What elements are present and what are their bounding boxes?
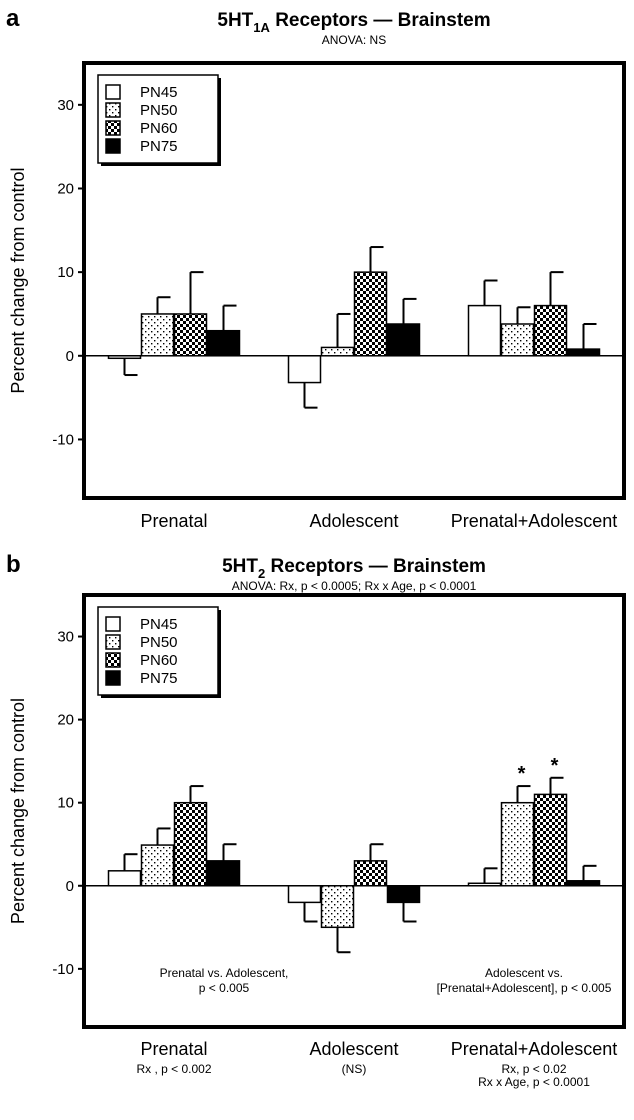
bar-PN50 bbox=[140, 313, 175, 357]
chart-subtitle: ANOVA: NS bbox=[322, 33, 386, 47]
y-tick-label: 0 bbox=[66, 878, 74, 895]
legend-label: PN75 bbox=[140, 670, 178, 687]
bar-PN60 bbox=[173, 801, 208, 887]
annotation-text: Prenatal vs. Adolescent, bbox=[160, 966, 289, 980]
category-label: Adolescent bbox=[309, 1039, 398, 1059]
legend-swatch-PN75 bbox=[105, 138, 121, 154]
legend-label: PN60 bbox=[140, 652, 178, 669]
annotation-text: [Prenatal+Adolescent], p < 0.005 bbox=[437, 981, 612, 995]
legend-label: PN45 bbox=[140, 616, 178, 633]
significance-star: * bbox=[518, 763, 526, 785]
bar-PN45 bbox=[467, 882, 502, 887]
bar-PN45 bbox=[287, 885, 322, 904]
category-label: Adolescent bbox=[309, 511, 398, 531]
bar-PN75 bbox=[386, 323, 421, 357]
category-note: (NS) bbox=[342, 1062, 367, 1076]
category-label: Prenatal+Adolescent bbox=[451, 511, 618, 531]
bar-PN45 bbox=[107, 355, 142, 360]
legend-swatch-PN50 bbox=[105, 634, 121, 650]
category-note: Rx, p < 0.02 bbox=[501, 1062, 566, 1076]
category-label: Prenatal+Adolescent bbox=[451, 1039, 618, 1059]
legend-label: PN45 bbox=[140, 84, 178, 101]
legend-swatch-PN45 bbox=[105, 616, 121, 632]
annotation-text: Adolescent vs. bbox=[485, 966, 563, 980]
panel-letter: a bbox=[6, 5, 20, 32]
y-axis-label: Percent change from control bbox=[8, 698, 28, 924]
bar-PN60 bbox=[533, 304, 568, 357]
y-tick-label: 10 bbox=[57, 264, 74, 281]
legend-swatch-PN75 bbox=[105, 670, 121, 686]
legend-label: PN75 bbox=[140, 138, 178, 155]
category-note: Rx x Age, p < 0.0001 bbox=[478, 1075, 590, 1089]
chart-title: 5HT1A Receptors — Brainstem bbox=[217, 10, 490, 35]
bar-PN75 bbox=[206, 860, 241, 887]
category-note: Rx , p < 0.002 bbox=[136, 1062, 211, 1076]
chart-subtitle: ANOVA: Rx, p < 0.0005; Rx x Age, p < 0.0… bbox=[232, 579, 477, 593]
bar-PN75 bbox=[386, 885, 421, 904]
annotation-text: p < 0.005 bbox=[199, 981, 250, 995]
bar-PN75 bbox=[206, 329, 241, 357]
plot-frame bbox=[82, 61, 626, 500]
legend-label: PN50 bbox=[140, 102, 178, 119]
bar-PN45 bbox=[467, 304, 502, 357]
significance-star: * bbox=[551, 755, 559, 777]
y-tick-label: 30 bbox=[57, 97, 74, 114]
y-tick-label: 20 bbox=[57, 712, 74, 729]
bar-PN50 bbox=[140, 844, 175, 887]
bar-PN75 bbox=[566, 880, 601, 887]
plot-frame bbox=[82, 593, 626, 1029]
category-label: Prenatal bbox=[140, 1039, 207, 1059]
bar-PN75 bbox=[566, 348, 601, 357]
y-tick-label: 30 bbox=[57, 629, 74, 646]
bar-PN50 bbox=[500, 323, 535, 357]
bar-PN45 bbox=[287, 355, 322, 384]
y-tick-label: -10 bbox=[52, 961, 74, 978]
bar-PN60 bbox=[533, 793, 568, 887]
legend-label: PN60 bbox=[140, 120, 178, 137]
y-tick-label: 0 bbox=[66, 348, 74, 365]
bar-PN45 bbox=[107, 870, 142, 887]
bar-PN50 bbox=[320, 885, 355, 929]
bar-PN60 bbox=[173, 313, 208, 357]
bar-PN60 bbox=[353, 860, 388, 887]
bar-PN50 bbox=[500, 801, 535, 887]
y-axis-label: Percent change from control bbox=[8, 167, 28, 393]
legend-swatch-PN45 bbox=[105, 84, 121, 100]
bar-PN60 bbox=[353, 271, 388, 357]
category-label: Prenatal bbox=[140, 511, 207, 531]
y-tick-label: 20 bbox=[57, 180, 74, 197]
y-tick-label: 10 bbox=[57, 795, 74, 812]
chart-title: 5HT2 Receptors — Brainstem bbox=[222, 556, 486, 581]
panel-letter: b bbox=[6, 551, 21, 578]
legend-swatch-PN50 bbox=[105, 102, 121, 118]
bar-PN50 bbox=[320, 346, 355, 357]
legend-swatch-PN60 bbox=[105, 652, 121, 668]
legend-swatch-PN60 bbox=[105, 120, 121, 136]
legend-label: PN50 bbox=[140, 634, 178, 651]
y-tick-label: -10 bbox=[52, 431, 74, 448]
